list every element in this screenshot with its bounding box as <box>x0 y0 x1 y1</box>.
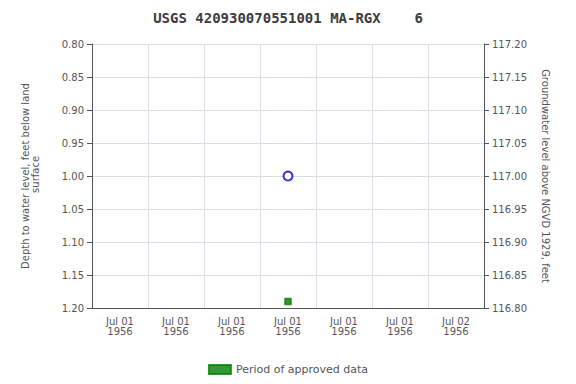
svg-text:116.85: 116.85 <box>492 270 527 281</box>
svg-text:1.00: 1.00 <box>62 171 84 182</box>
svg-text:Jul 01: Jul 01 <box>386 315 414 327</box>
svg-text:1956: 1956 <box>163 326 188 337</box>
svg-text:116.80: 116.80 <box>492 303 527 314</box>
svg-text:117.10: 117.10 <box>492 105 527 116</box>
svg-text:1956: 1956 <box>107 326 132 337</box>
svg-text:117.00: 117.00 <box>492 171 527 182</box>
svg-text:1.05: 1.05 <box>62 204 84 215</box>
svg-text:USGS 420930070551001 MA-RGX: USGS 420930070551001 MA-RGX 6 <box>153 10 423 26</box>
svg-text:0.80: 0.80 <box>62 39 84 50</box>
svg-text:1956: 1956 <box>387 326 412 337</box>
svg-text:1956: 1956 <box>443 326 468 337</box>
svg-text:1.15: 1.15 <box>62 270 84 281</box>
svg-text:1.20: 1.20 <box>62 303 84 314</box>
svg-text:Jul 02: Jul 02 <box>442 315 470 327</box>
svg-text:Jul 01: Jul 01 <box>274 315 302 327</box>
svg-text:117.20: 117.20 <box>492 39 527 50</box>
svg-text:Period of approved data: Period of approved data <box>236 363 368 376</box>
svg-text:Groundwater level above NGVD 1: Groundwater level above NGVD 1929, feet <box>540 69 551 283</box>
svg-text:117.15: 117.15 <box>492 72 527 83</box>
svg-text:116.95: 116.95 <box>492 204 527 215</box>
svg-text:1956: 1956 <box>331 326 356 337</box>
svg-text:0.85: 0.85 <box>62 72 84 83</box>
svg-text:surface: surface <box>30 156 41 196</box>
svg-text:1956: 1956 <box>275 326 300 337</box>
svg-text:1956: 1956 <box>219 326 244 337</box>
svg-text:0.95: 0.95 <box>62 138 84 149</box>
svg-text:Jul 01: Jul 01 <box>330 315 358 327</box>
svg-text:116.90: 116.90 <box>492 237 527 248</box>
svg-text:Jul 01: Jul 01 <box>218 315 246 327</box>
svg-text:117.05: 117.05 <box>492 138 527 149</box>
svg-text:Jul 01: Jul 01 <box>162 315 190 327</box>
svg-text:Jul 01: Jul 01 <box>106 315 134 327</box>
svg-text:0.90: 0.90 <box>62 105 84 116</box>
svg-text:Depth to water level, feet bel: Depth to water level, feet below land <box>19 83 31 269</box>
svg-text:1.10: 1.10 <box>62 237 84 248</box>
